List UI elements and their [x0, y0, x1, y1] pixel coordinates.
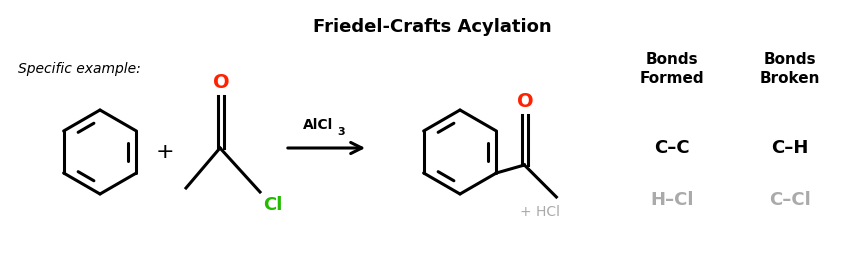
- Text: Bonds
Formed: Bonds Formed: [639, 52, 704, 86]
- Text: O: O: [517, 92, 534, 111]
- Text: C–Cl: C–Cl: [769, 191, 811, 209]
- Text: +: +: [156, 142, 175, 162]
- Text: H–Cl: H–Cl: [651, 191, 694, 209]
- Text: AlCl: AlCl: [303, 118, 334, 132]
- Text: C–H: C–H: [772, 139, 809, 157]
- Text: Cl: Cl: [263, 196, 283, 214]
- Text: + HCl: + HCl: [520, 205, 560, 219]
- Text: Specific example:: Specific example:: [18, 62, 141, 76]
- Text: 3: 3: [338, 127, 346, 137]
- Text: O: O: [213, 73, 229, 92]
- Text: C–C: C–C: [654, 139, 689, 157]
- Text: Bonds
Broken: Bonds Broken: [759, 52, 820, 86]
- Text: Friedel-Crafts Acylation: Friedel-Crafts Acylation: [313, 18, 551, 36]
